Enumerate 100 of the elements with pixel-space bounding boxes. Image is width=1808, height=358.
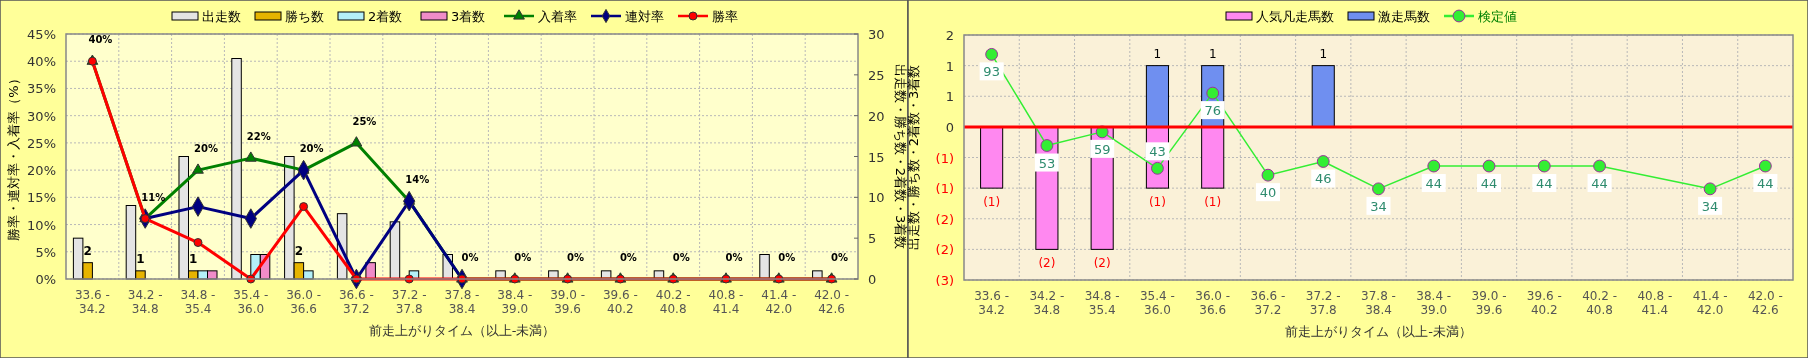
y-tick-label: 20% [27, 163, 56, 179]
y-axis-title: 出走数・勝ち数・2着数・3着数 [906, 64, 921, 251]
x-tick-label: 39.6 - 40.2 [602, 288, 638, 316]
y2-tick-label: 5 [868, 231, 877, 247]
y-tick-label: (1) [935, 181, 954, 197]
data-label: (1) [1204, 195, 1222, 210]
data-label: 1 [1153, 46, 1162, 61]
x-tick-label: 36.6 - 37.2 [1250, 289, 1286, 317]
y2-tick-label: 30 [868, 27, 885, 42]
y-tick-label: 1 [945, 89, 954, 105]
x-tick-label: 33.6 - 34.2 [974, 289, 1010, 317]
y-tick-label: 25% [27, 135, 56, 151]
y-tick-label: 45% [27, 27, 56, 42]
point [1703, 182, 1717, 196]
y-tick-label: 2 [945, 28, 954, 43]
point [1206, 86, 1220, 100]
data-label: 44 [1591, 176, 1608, 192]
x-tick-label: 37.2 - 37.8 [391, 288, 427, 316]
bar [759, 254, 770, 280]
legend-label: 検定値 [1478, 9, 1517, 24]
x-tick-label: 34.2 - 34.8 [127, 288, 163, 316]
x-axis-title: 前走上がりタイム（以上-未満） [368, 323, 556, 338]
data-label: 40 [1259, 185, 1277, 201]
x-tick-label: 42.0 - 42.6 [814, 288, 850, 316]
point [1427, 159, 1441, 173]
y-tick-label: (1) [935, 150, 954, 166]
data-label: 0% [567, 252, 585, 263]
point [1316, 155, 1330, 168]
legend-label: 出走数 [202, 9, 241, 24]
legend-label: 3着数 [451, 9, 486, 24]
point [193, 238, 203, 247]
data-label: 22% [246, 131, 271, 143]
legend-label: 2着数 [368, 9, 403, 24]
data-label: 0% [461, 252, 479, 263]
data-label: 1 [136, 251, 145, 266]
data-label: 0% [831, 252, 849, 263]
y-tick-label: 0 [945, 119, 954, 135]
bar [812, 270, 823, 280]
legend-label: 連対率 [625, 9, 664, 24]
point [244, 151, 257, 162]
data-label: 0% [514, 252, 532, 263]
data-label: 34 [1370, 198, 1387, 214]
y-tick-label: 0% [35, 272, 56, 287]
data-label: 0% [672, 252, 690, 263]
x-tick-label: 37.2 - 37.8 [1305, 289, 1341, 317]
point [1537, 159, 1551, 173]
x-tick-label: 36.0 - 36.6 [1195, 289, 1231, 317]
x-tick-label: 40.8 - 41.4 [1637, 289, 1673, 317]
data-label: 1 [189, 251, 198, 266]
x-tick-label: 40.2 - 40.8 [655, 288, 691, 316]
point [1151, 161, 1164, 175]
y-tick-label: 1 [945, 58, 954, 74]
y-tick-label: 40% [27, 54, 56, 70]
point [1758, 159, 1772, 173]
x-tick-label: 36.6 - 37.2 [338, 288, 374, 316]
data-label: 1 [1208, 46, 1217, 61]
data-label: 76 [1204, 103, 1221, 119]
y2-tick-label: 10 [868, 190, 885, 206]
x-tick-label: 38.4 - 39.0 [497, 288, 533, 316]
data-label: (1) [1148, 195, 1166, 210]
y2-tick-label: 0 [868, 272, 877, 287]
data-label: (1) [983, 195, 1001, 210]
x-tick-label: 35.4 - 36.0 [233, 288, 269, 316]
data-label: (2) [1093, 256, 1111, 271]
data-label: 44 [1425, 176, 1443, 192]
data-label: 34 [1701, 198, 1719, 214]
y2-tick-label: 25 [868, 67, 885, 83]
data-label: 46 [1314, 171, 1332, 187]
y-tick-label: (2) [935, 211, 954, 227]
data-label: 2 [83, 243, 92, 258]
point [192, 163, 204, 174]
point [1482, 159, 1496, 173]
x-tick-label: 37.8 - 38.4 [1361, 289, 1396, 317]
x-tick-label: 34.8 - 35.4 [180, 288, 216, 316]
x-tick-label: 36.0 - 36.6 [286, 288, 322, 316]
data-label: 43 [1149, 144, 1166, 160]
y2-tick-label: 15 [868, 149, 885, 165]
x-tick-label: 40.8 - 41.4 [708, 288, 744, 316]
data-label: 20% [194, 143, 218, 155]
x-tick-label: 34.2 - 34.8 [1029, 289, 1065, 317]
point [299, 202, 309, 212]
x-tick-label: 37.8 - 38.4 [444, 288, 480, 316]
x-axis-title: 前走上がりタイム（以上-未満） [1285, 324, 1472, 339]
data-label: 44 [1480, 176, 1498, 192]
y-axis-title: 勝率・連対率・入着率（%） [6, 72, 21, 241]
data-label: 20% [299, 143, 324, 155]
x-tick-label: 41.4 - 42.0 [1692, 289, 1728, 317]
data-label: 44 [1757, 176, 1774, 192]
legend-label: 勝ち数 [285, 9, 324, 24]
data-label: 44 [1536, 176, 1553, 192]
point [1372, 182, 1385, 196]
bar [231, 58, 242, 280]
data-label: 40% [88, 34, 113, 46]
x-tick-label: 34.8 - 35.4 [1084, 289, 1120, 317]
data-label: 1 [1319, 46, 1328, 61]
legend-label: 激走馬数 [1378, 9, 1430, 24]
y-tick-label: (3) [935, 273, 954, 288]
point [1040, 139, 1054, 152]
point [350, 136, 363, 147]
x-tick-label: 39.0 - 39.6 [1471, 289, 1507, 317]
